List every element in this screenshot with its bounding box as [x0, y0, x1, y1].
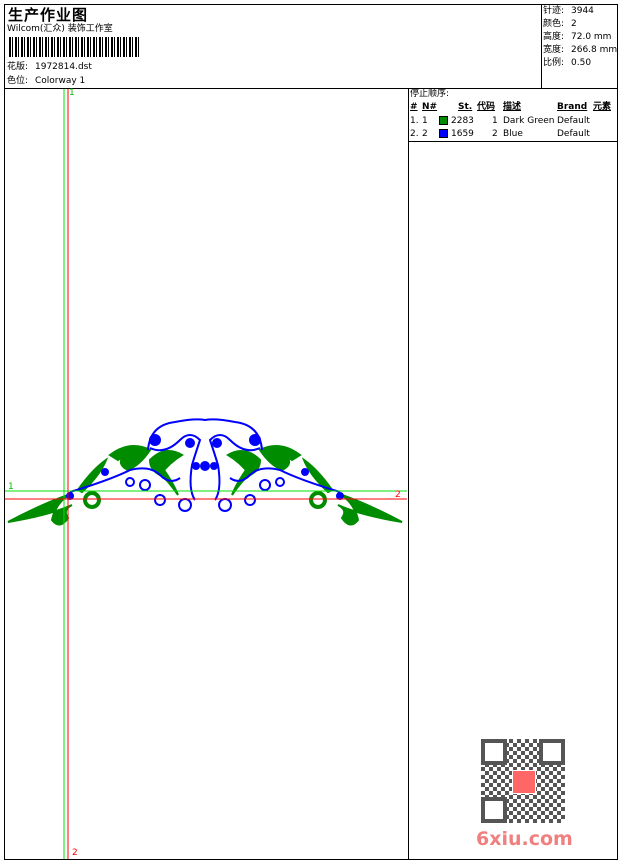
- guide-label: 2: [395, 490, 401, 500]
- colorway-value: Colorway 1: [35, 76, 86, 86]
- row-description: Blue: [503, 129, 523, 139]
- col-brand: Brand: [557, 102, 588, 112]
- watermark-logo: 6xiu.com: [476, 828, 573, 850]
- colors-value: 2: [571, 19, 577, 29]
- row-needle: 2: [422, 129, 428, 139]
- scale-label: 比例:: [543, 58, 565, 68]
- row-stitches: 2283: [451, 116, 474, 126]
- seal-stamp: [512, 770, 536, 794]
- row-index: 1.: [410, 116, 419, 126]
- guide-label: 1: [69, 88, 75, 98]
- embroidery-design: [7, 418, 403, 526]
- stitches-label: 针迹:: [543, 6, 565, 16]
- row-needle: 1: [422, 116, 428, 126]
- col-code: 代码: [477, 102, 496, 112]
- row-brand: Default: [557, 129, 590, 139]
- height-label: 高度:: [543, 32, 565, 42]
- row-code: 1: [492, 116, 498, 126]
- color-swatch: [439, 116, 448, 125]
- colorway-label: 色位:: [7, 76, 29, 86]
- col-index: #: [410, 102, 418, 112]
- page-title: 生产作业图: [8, 6, 89, 24]
- color-swatch: [439, 129, 448, 138]
- col-description: 描述: [503, 102, 522, 112]
- barcode: [9, 37, 141, 57]
- guide-label: 2: [72, 848, 78, 858]
- row-code: 2: [492, 129, 498, 139]
- company-name: Wilcom(汇众) 装饰工作室: [7, 24, 113, 34]
- height-value: 72.0 mm: [571, 32, 612, 42]
- green-thread-layer: [7, 445, 403, 526]
- row-stitches: 1659: [451, 129, 474, 139]
- design-value: 1972814.dst: [35, 62, 92, 72]
- width-value: 266.8 mm: [571, 45, 618, 55]
- design-label: 花版:: [7, 62, 29, 72]
- col-stitches: St.: [458, 102, 473, 112]
- col-element: 元素: [593, 102, 612, 112]
- blue-thread-layer: [66, 418, 344, 512]
- row-brand: Default: [557, 116, 590, 126]
- color-table-frame: [408, 88, 618, 142]
- row-description: Dark Green: [503, 116, 555, 126]
- width-label: 宽度:: [543, 45, 565, 55]
- col-needle: N#: [422, 102, 438, 112]
- stop-sequence-title: 停止顺序:: [410, 89, 450, 99]
- row-index: 2.: [410, 129, 419, 139]
- qr-code: [481, 739, 565, 823]
- stitches-value: 3944: [571, 6, 594, 16]
- scale-value: 0.50: [571, 58, 592, 68]
- colors-label: 颜色:: [543, 19, 565, 29]
- guide-label: 1: [8, 482, 14, 492]
